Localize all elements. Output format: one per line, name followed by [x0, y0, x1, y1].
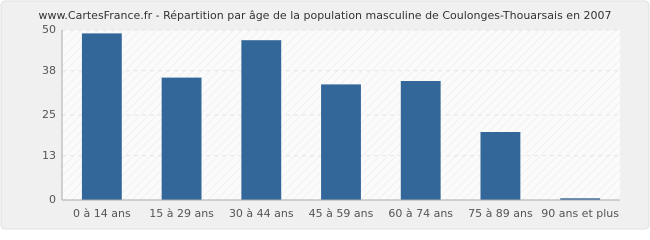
x-tick-label: 90 ans et plus — [541, 207, 619, 220]
y-tick-label: 13 — [42, 149, 56, 162]
bar — [400, 81, 441, 200]
chart-title: www.CartesFrance.fr - Répartition par âg… — [38, 9, 611, 22]
y-tick-label: 25 — [42, 108, 56, 121]
bar — [81, 33, 122, 201]
x-tick-label: 60 à 74 ans — [388, 207, 453, 220]
y-tick-label: 50 — [42, 23, 56, 36]
x-tick-label: 45 à 59 ans — [309, 207, 374, 220]
bar — [560, 198, 601, 200]
bar — [161, 77, 202, 200]
y-tick-label: 0 — [49, 193, 56, 206]
bar — [480, 132, 521, 200]
chart: www.CartesFrance.fr - Répartition par âg… — [0, 0, 650, 230]
y-tick-label: 38 — [42, 64, 56, 77]
x-tick-label: 75 à 89 ans — [468, 207, 533, 220]
bar — [321, 84, 361, 200]
x-tick-label: 30 à 44 ans — [229, 207, 294, 220]
x-tick-label: 15 à 29 ans — [149, 207, 214, 220]
bar — [241, 40, 282, 201]
x-tick-label: 0 à 14 ans — [73, 207, 131, 220]
